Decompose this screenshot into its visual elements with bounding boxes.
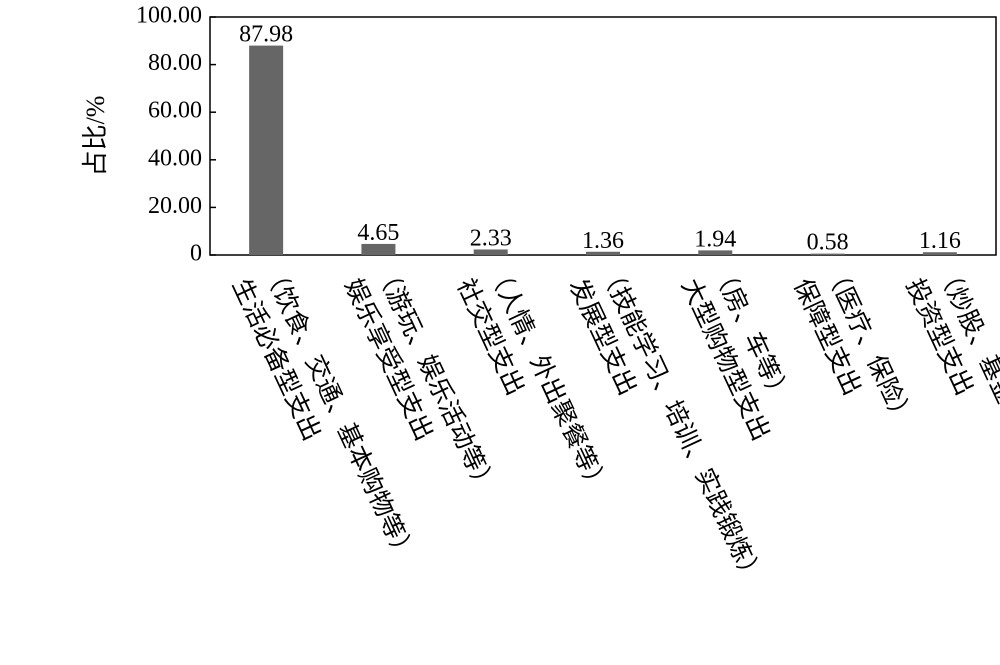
y-tick-label: 60.00 bbox=[148, 98, 202, 124]
y-tick-label: 40.00 bbox=[148, 145, 202, 171]
bar bbox=[249, 45, 284, 255]
bar bbox=[586, 251, 620, 255]
y-tick-label: 100.00 bbox=[136, 3, 202, 29]
value-label: 0.58 bbox=[807, 230, 849, 256]
bar bbox=[473, 249, 508, 255]
value-label: 87.98 bbox=[239, 22, 293, 48]
y-tick-label: 0 bbox=[190, 241, 202, 267]
bar bbox=[361, 243, 396, 255]
bar bbox=[698, 250, 733, 255]
bar bbox=[810, 253, 845, 255]
value-label: 4.65 bbox=[357, 220, 399, 246]
y-tick-label: 20.00 bbox=[148, 193, 202, 219]
value-label: 1.94 bbox=[694, 226, 736, 252]
value-label: 1.16 bbox=[919, 228, 961, 254]
y-tick-label: 80.00 bbox=[148, 50, 202, 76]
bar bbox=[922, 252, 957, 255]
y-axis-label: 占比/% bbox=[81, 96, 110, 177]
plot-frame bbox=[209, 16, 997, 256]
value-label: 1.36 bbox=[582, 228, 624, 254]
value-label: 2.33 bbox=[470, 225, 512, 251]
